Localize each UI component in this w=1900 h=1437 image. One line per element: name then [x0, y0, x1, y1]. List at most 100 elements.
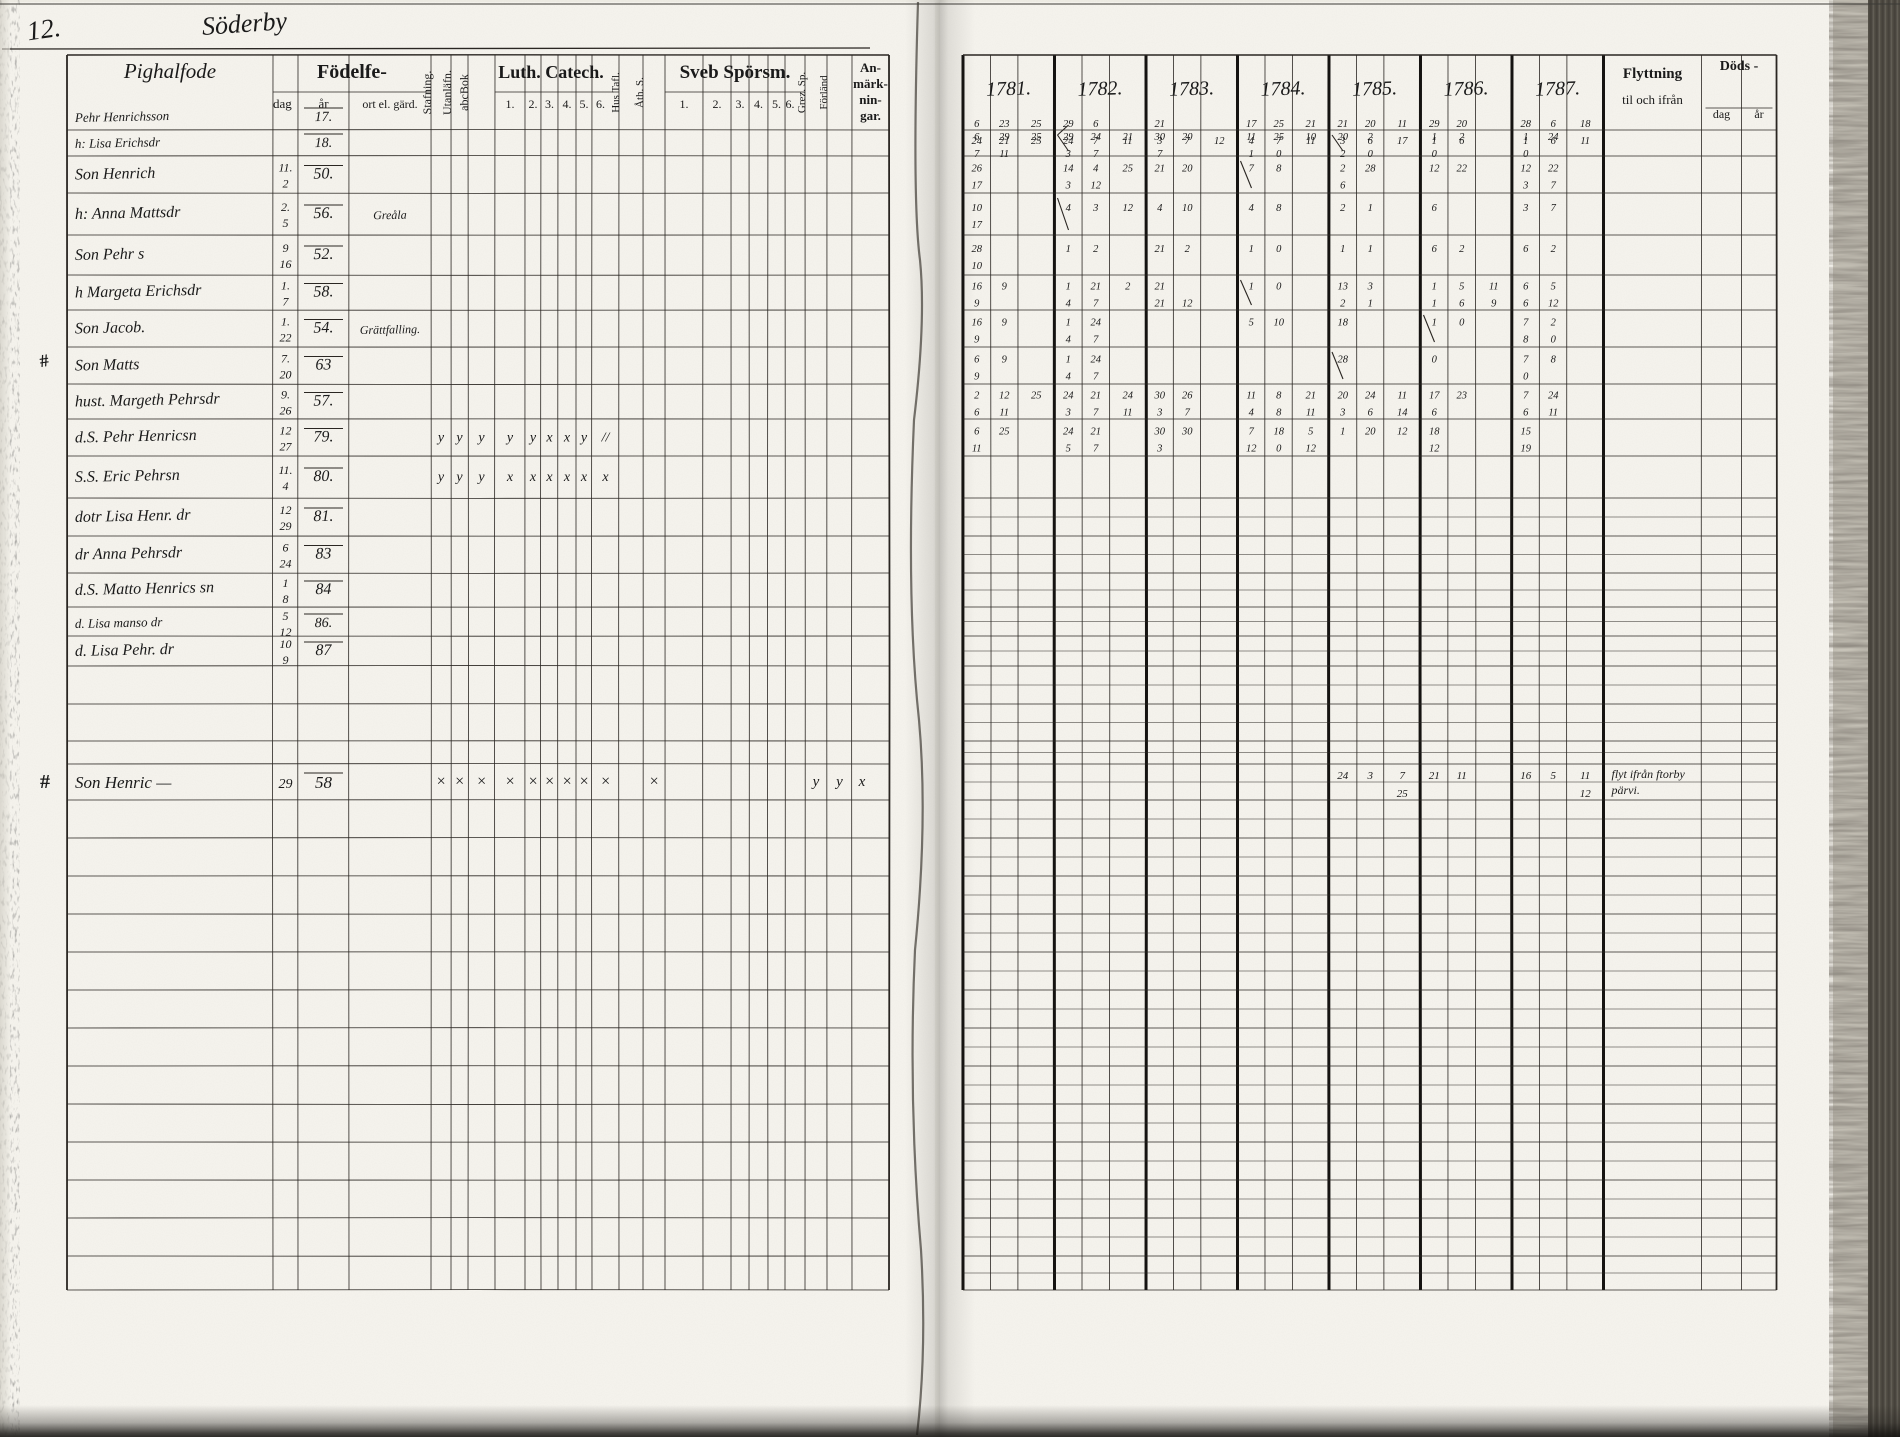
svg-text:7: 7: [1399, 770, 1405, 782]
svg-text:4.: 4.: [563, 97, 572, 111]
svg-text:#: #: [40, 771, 50, 793]
svg-text:25: 25: [1031, 132, 1042, 143]
svg-text:h: Lisa Erichsdr: h: Lisa Erichsdr: [75, 134, 161, 151]
svg-text:×: ×: [476, 773, 487, 790]
svg-text:Flyttning: Flyttning: [1623, 66, 1683, 82]
svg-text:x: x: [506, 470, 514, 485]
svg-text:Söderby: Söderby: [201, 6, 288, 41]
svg-text:8: 8: [1276, 391, 1282, 402]
svg-text:d.S. Matto Henrics sn: d.S. Matto Henrics sn: [75, 579, 214, 599]
svg-text:28: 28: [1520, 119, 1531, 130]
svg-text:18: 18: [1429, 427, 1440, 438]
svg-text:12: 12: [1548, 299, 1559, 310]
svg-text:7: 7: [1093, 335, 1099, 346]
svg-text:21: 21: [1429, 770, 1440, 782]
svg-text:21: 21: [1154, 282, 1165, 293]
svg-text:y: y: [811, 774, 820, 790]
svg-text:24: 24: [1122, 391, 1133, 402]
svg-text:28: 28: [1365, 164, 1376, 175]
svg-text:Grez. Sp.: Grez. Sp.: [796, 72, 808, 113]
svg-text:58: 58: [315, 773, 333, 792]
svg-text:y: y: [436, 470, 445, 485]
svg-text:6: 6: [1432, 408, 1438, 419]
svg-text:6: 6: [974, 408, 980, 419]
svg-text:3: 3: [1367, 282, 1373, 293]
svg-text:1.: 1.: [680, 97, 689, 111]
svg-text:Son Jacob.: Son Jacob.: [75, 319, 146, 337]
svg-text:1781.: 1781.: [986, 77, 1032, 101]
svg-text:6: 6: [974, 427, 980, 438]
svg-text:7: 7: [1249, 427, 1255, 438]
svg-text:8: 8: [283, 592, 289, 606]
svg-text:dag: dag: [1713, 107, 1730, 121]
svg-text:20: 20: [1365, 427, 1376, 438]
svg-text:27: 27: [280, 440, 293, 454]
svg-text:x: x: [545, 470, 553, 485]
svg-text:d. Lisa manso dr: d. Lisa manso dr: [75, 614, 164, 631]
svg-text:1: 1: [1523, 132, 1528, 143]
svg-text:16: 16: [1520, 770, 1532, 782]
svg-text:20: 20: [1456, 119, 1467, 130]
svg-text:29: 29: [1063, 132, 1074, 143]
svg-text:0: 0: [1276, 244, 1282, 255]
svg-text:9: 9: [283, 653, 289, 667]
svg-text:hust. Margeth Pehrsdr: hust. Margeth Pehrsdr: [75, 390, 221, 410]
svg-text:1: 1: [1066, 244, 1071, 255]
svg-text:29: 29: [999, 132, 1010, 143]
svg-text:2: 2: [1093, 244, 1099, 255]
svg-text:×: ×: [528, 773, 539, 790]
svg-text:14: 14: [1397, 408, 1408, 419]
svg-text:8: 8: [1276, 164, 1282, 175]
svg-text:0: 0: [1551, 335, 1557, 346]
svg-text:7: 7: [1093, 372, 1099, 383]
svg-text:12: 12: [1182, 299, 1193, 310]
svg-text:3: 3: [1092, 203, 1098, 214]
svg-text:24: 24: [280, 557, 292, 571]
svg-text:y: y: [834, 774, 843, 790]
svg-text:3: 3: [1522, 181, 1528, 192]
svg-text:8: 8: [1276, 203, 1282, 214]
svg-text:86.: 86.: [315, 616, 333, 631]
svg-text:7: 7: [1093, 444, 1099, 455]
svg-text:0: 0: [1523, 372, 1529, 383]
svg-text:6: 6: [1340, 181, 1346, 192]
svg-text:×: ×: [436, 773, 447, 790]
svg-text:Förländ: Förländ: [818, 75, 830, 110]
svg-text:h: Anna Mattsdr: h: Anna Mattsdr: [75, 204, 182, 223]
svg-text:5: 5: [1066, 444, 1071, 455]
svg-text:1: 1: [1432, 282, 1437, 293]
svg-text:pärvi.: pärvi.: [1611, 783, 1640, 797]
svg-text:20: 20: [1365, 119, 1376, 130]
svg-text:18.: 18.: [315, 136, 333, 151]
svg-text:6: 6: [1523, 282, 1529, 293]
svg-text:24: 24: [1365, 391, 1376, 402]
svg-text:6: 6: [1523, 244, 1529, 255]
svg-text:30: 30: [1153, 427, 1165, 438]
svg-text:4: 4: [1249, 203, 1255, 214]
svg-text:10: 10: [1182, 203, 1193, 214]
svg-text:x: x: [563, 470, 571, 485]
svg-text:4: 4: [1066, 203, 1072, 214]
svg-text:16: 16: [971, 318, 982, 329]
svg-text:7: 7: [283, 295, 290, 309]
svg-text:13: 13: [1337, 282, 1348, 293]
svg-text:Hus Tafl.: Hus Tafl.: [610, 72, 622, 113]
svg-text:56.: 56.: [313, 205, 333, 222]
svg-text:h Margeta Erichsdr: h Margeta Erichsdr: [75, 282, 203, 302]
svg-text:26: 26: [1182, 391, 1193, 402]
svg-text:9: 9: [974, 335, 980, 346]
svg-text:7: 7: [1523, 355, 1529, 366]
svg-text:9: 9: [974, 372, 980, 383]
svg-text:9: 9: [1491, 299, 1497, 310]
svg-text:gar.: gar.: [860, 108, 881, 123]
svg-text:5: 5: [1551, 282, 1556, 293]
svg-text:9: 9: [1002, 318, 1008, 329]
svg-text:28: 28: [971, 244, 982, 255]
svg-text:×: ×: [649, 773, 660, 790]
svg-text:10: 10: [1305, 132, 1316, 143]
svg-text:x: x: [858, 774, 866, 790]
svg-text:12: 12: [1580, 788, 1592, 800]
svg-text:0: 0: [1432, 149, 1438, 160]
svg-text:1: 1: [1249, 282, 1254, 293]
svg-text:25: 25: [1273, 119, 1284, 130]
